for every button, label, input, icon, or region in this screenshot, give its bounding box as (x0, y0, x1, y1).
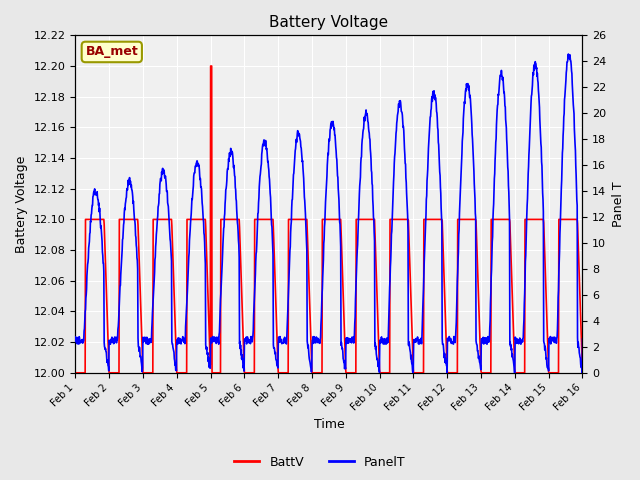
Y-axis label: Panel T: Panel T (612, 181, 625, 227)
Text: BA_met: BA_met (85, 46, 138, 59)
Title: Battery Voltage: Battery Voltage (269, 15, 388, 30)
X-axis label: Time: Time (314, 419, 344, 432)
Y-axis label: Battery Voltage: Battery Voltage (15, 156, 28, 253)
Legend: BattV, PanelT: BattV, PanelT (229, 451, 411, 474)
